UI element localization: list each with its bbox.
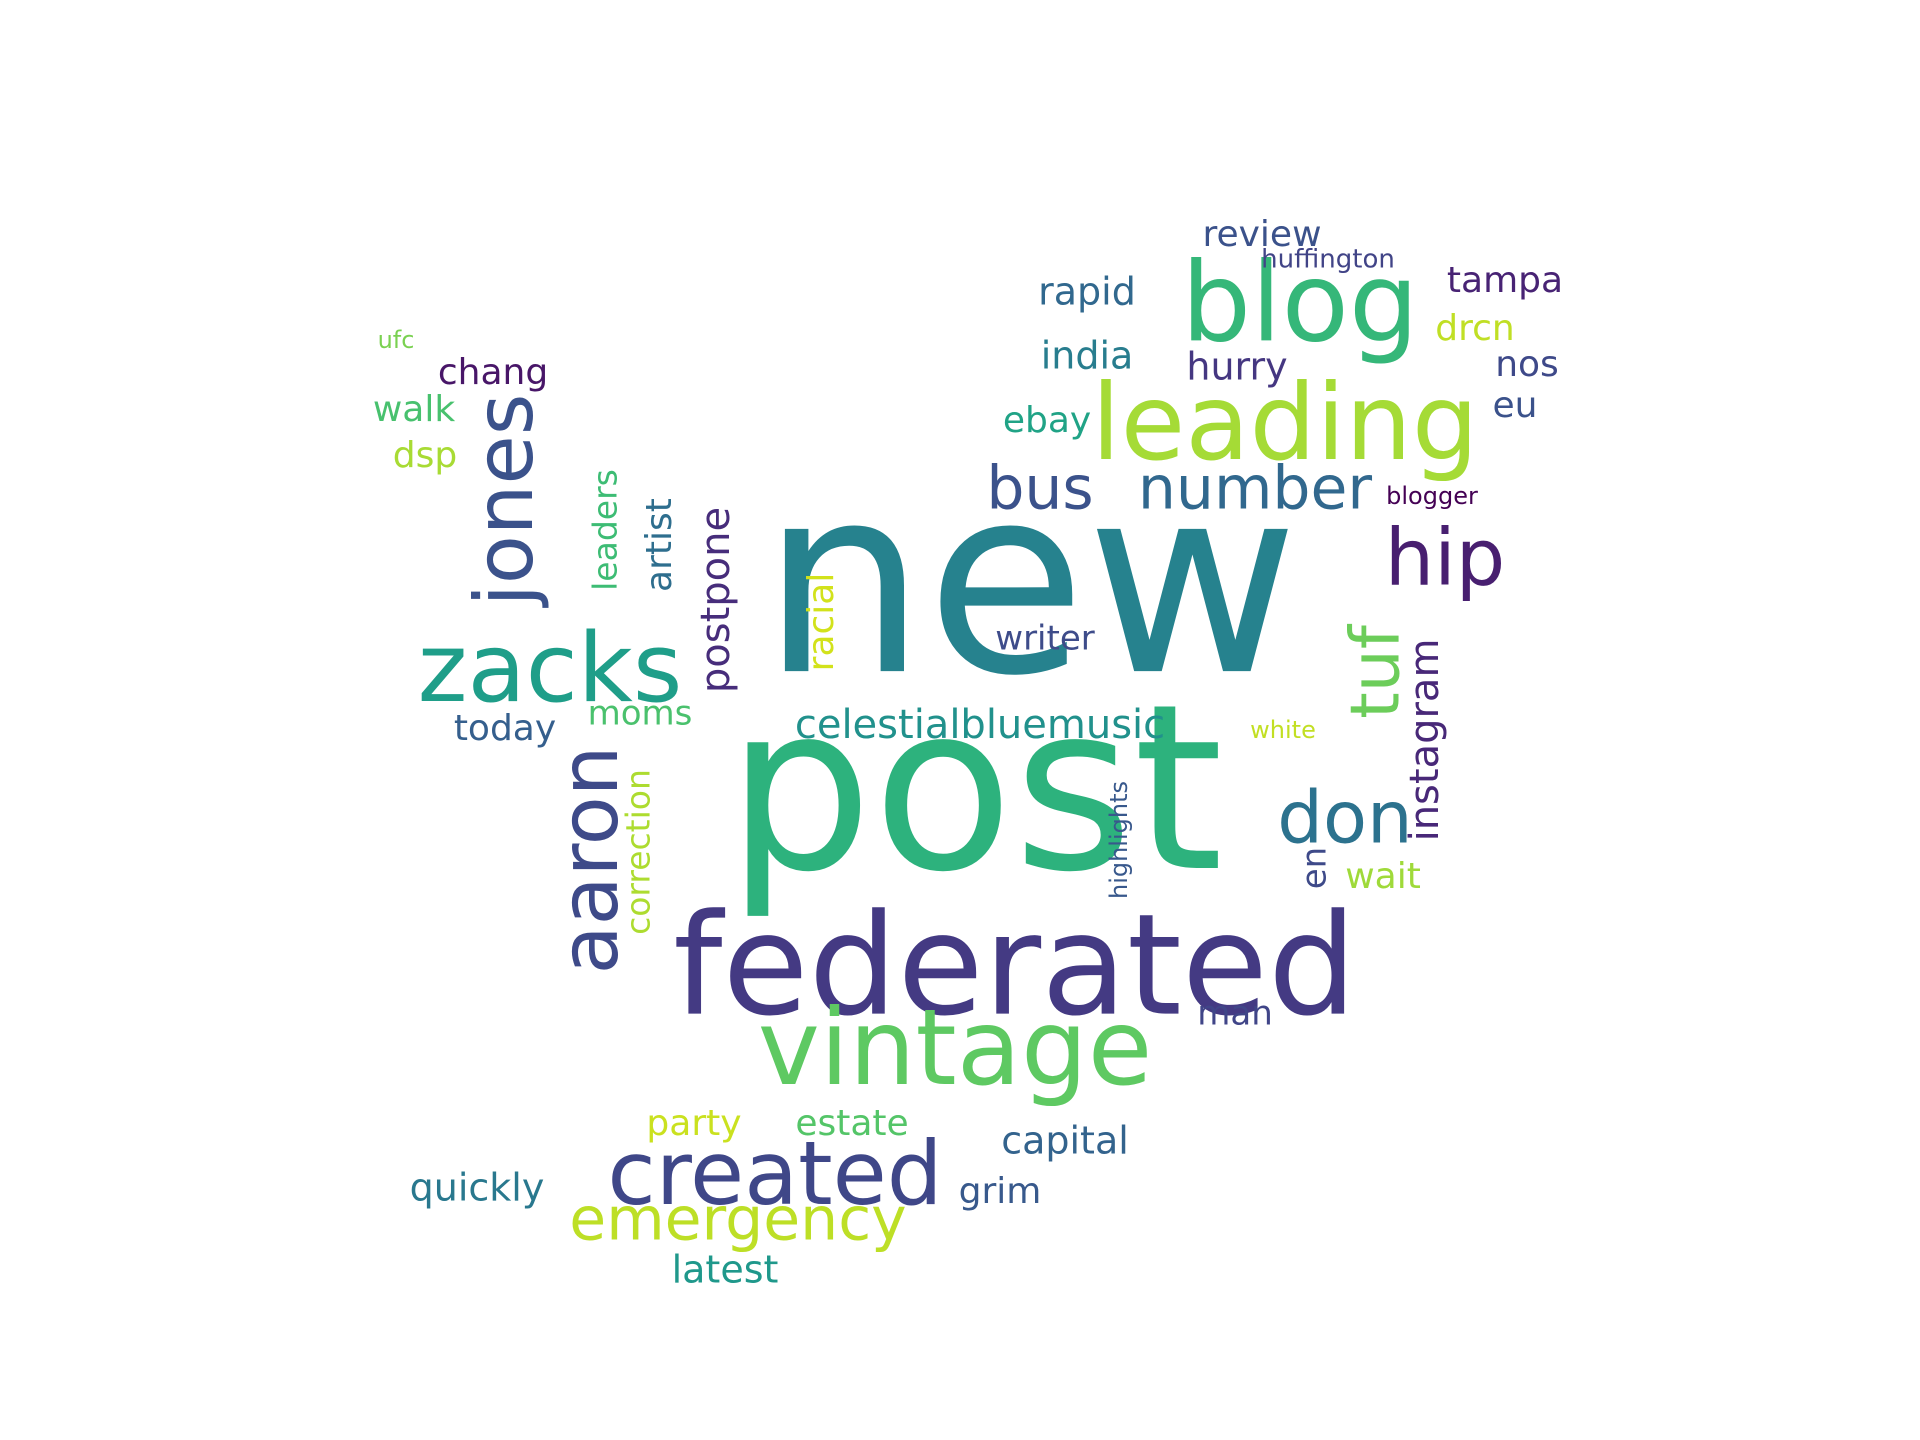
word-zacks: zacks: [418, 614, 683, 724]
word-aaron: aaron: [543, 746, 636, 975]
word-highlights: highlights: [1105, 781, 1133, 899]
word-estate: estate: [795, 1103, 908, 1144]
word-party: party: [646, 1103, 741, 1144]
word-correction: correction: [619, 769, 658, 935]
word-bus: bus: [986, 454, 1093, 524]
word-ufc: ufc: [378, 326, 415, 354]
word-capital: capital: [1001, 1119, 1129, 1163]
word-india: india: [1041, 334, 1134, 378]
word-walk: walk: [373, 389, 456, 430]
word-racial: racial: [801, 573, 842, 672]
word-writer: writer: [995, 619, 1094, 659]
word-post: post: [727, 656, 1224, 923]
word-hip: hip: [1385, 513, 1506, 603]
word-new: new: [761, 431, 1298, 733]
word-blog: blog: [1181, 238, 1419, 366]
word-jones: jones: [458, 394, 551, 609]
word-huffington: huffington: [1261, 245, 1395, 275]
word-vintage: vintage: [758, 987, 1153, 1109]
word-hurry: hurry: [1186, 345, 1287, 389]
word-don: don: [1277, 776, 1412, 860]
word-man: man: [1197, 994, 1273, 1034]
word-today: today: [454, 708, 556, 749]
word-leaders: leaders: [586, 469, 625, 591]
word-number: number: [1138, 454, 1373, 524]
word-leading: leading: [1091, 362, 1478, 484]
word-celestialbluemusic: celestialbluemusic: [795, 702, 1165, 748]
word-instagram: instagram: [1402, 639, 1448, 842]
word-tuf: tuf: [1337, 623, 1416, 719]
word-quickly: quickly: [410, 1166, 545, 1210]
word-created: created: [607, 1122, 942, 1225]
word-federated: federated: [673, 885, 1357, 1048]
word-drcn: drcn: [1435, 308, 1514, 349]
word-wait: wait: [1345, 856, 1421, 897]
word-grim: grim: [959, 1171, 1042, 1212]
word-dsp: dsp: [393, 435, 457, 476]
word-white: white: [1250, 716, 1316, 744]
word-review: review: [1202, 214, 1321, 255]
word-eu: eu: [1493, 385, 1538, 426]
word-artist: artist: [639, 498, 680, 592]
word-emergency: emergency: [569, 1185, 906, 1255]
word-latest: latest: [672, 1248, 779, 1292]
word-nos: nos: [1495, 344, 1559, 385]
word-chang: chang: [438, 352, 548, 393]
word-en: en: [1295, 847, 1335, 889]
word-moms: moms: [588, 694, 693, 734]
word-postpone: postpone: [693, 507, 739, 693]
word-tampa: tampa: [1447, 260, 1563, 301]
word-ebay: ebay: [1003, 400, 1091, 441]
word-rapid: rapid: [1038, 270, 1136, 314]
word-blogger: blogger: [1386, 482, 1478, 510]
